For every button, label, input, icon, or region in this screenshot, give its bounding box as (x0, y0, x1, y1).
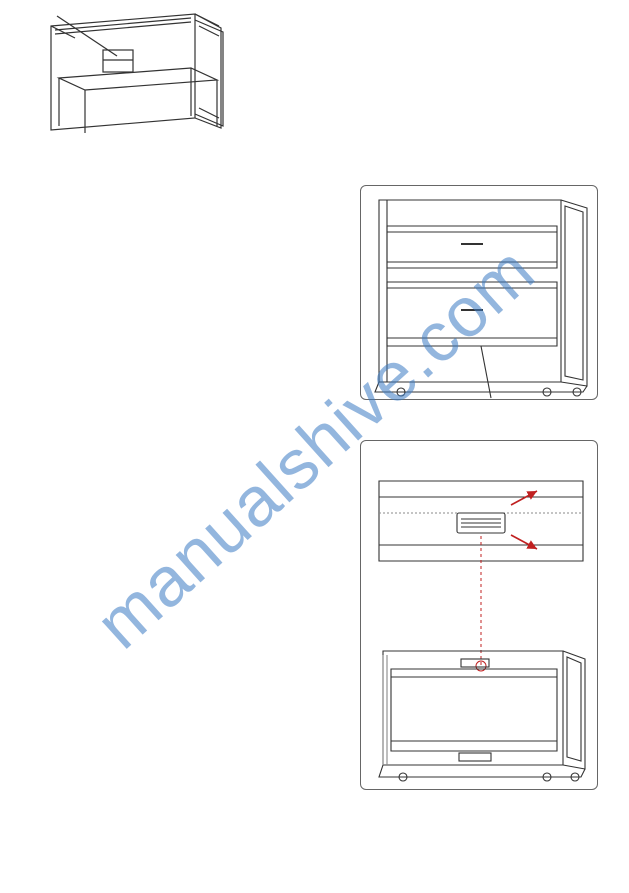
figure-right-upper (360, 185, 598, 400)
figure-right-lower (360, 440, 598, 790)
figure-top-left (45, 8, 225, 136)
appliance-drawer-detail-drawing (361, 441, 599, 791)
appliance-corner-drawing (45, 8, 225, 136)
appliance-shelves-drawing (361, 186, 599, 401)
